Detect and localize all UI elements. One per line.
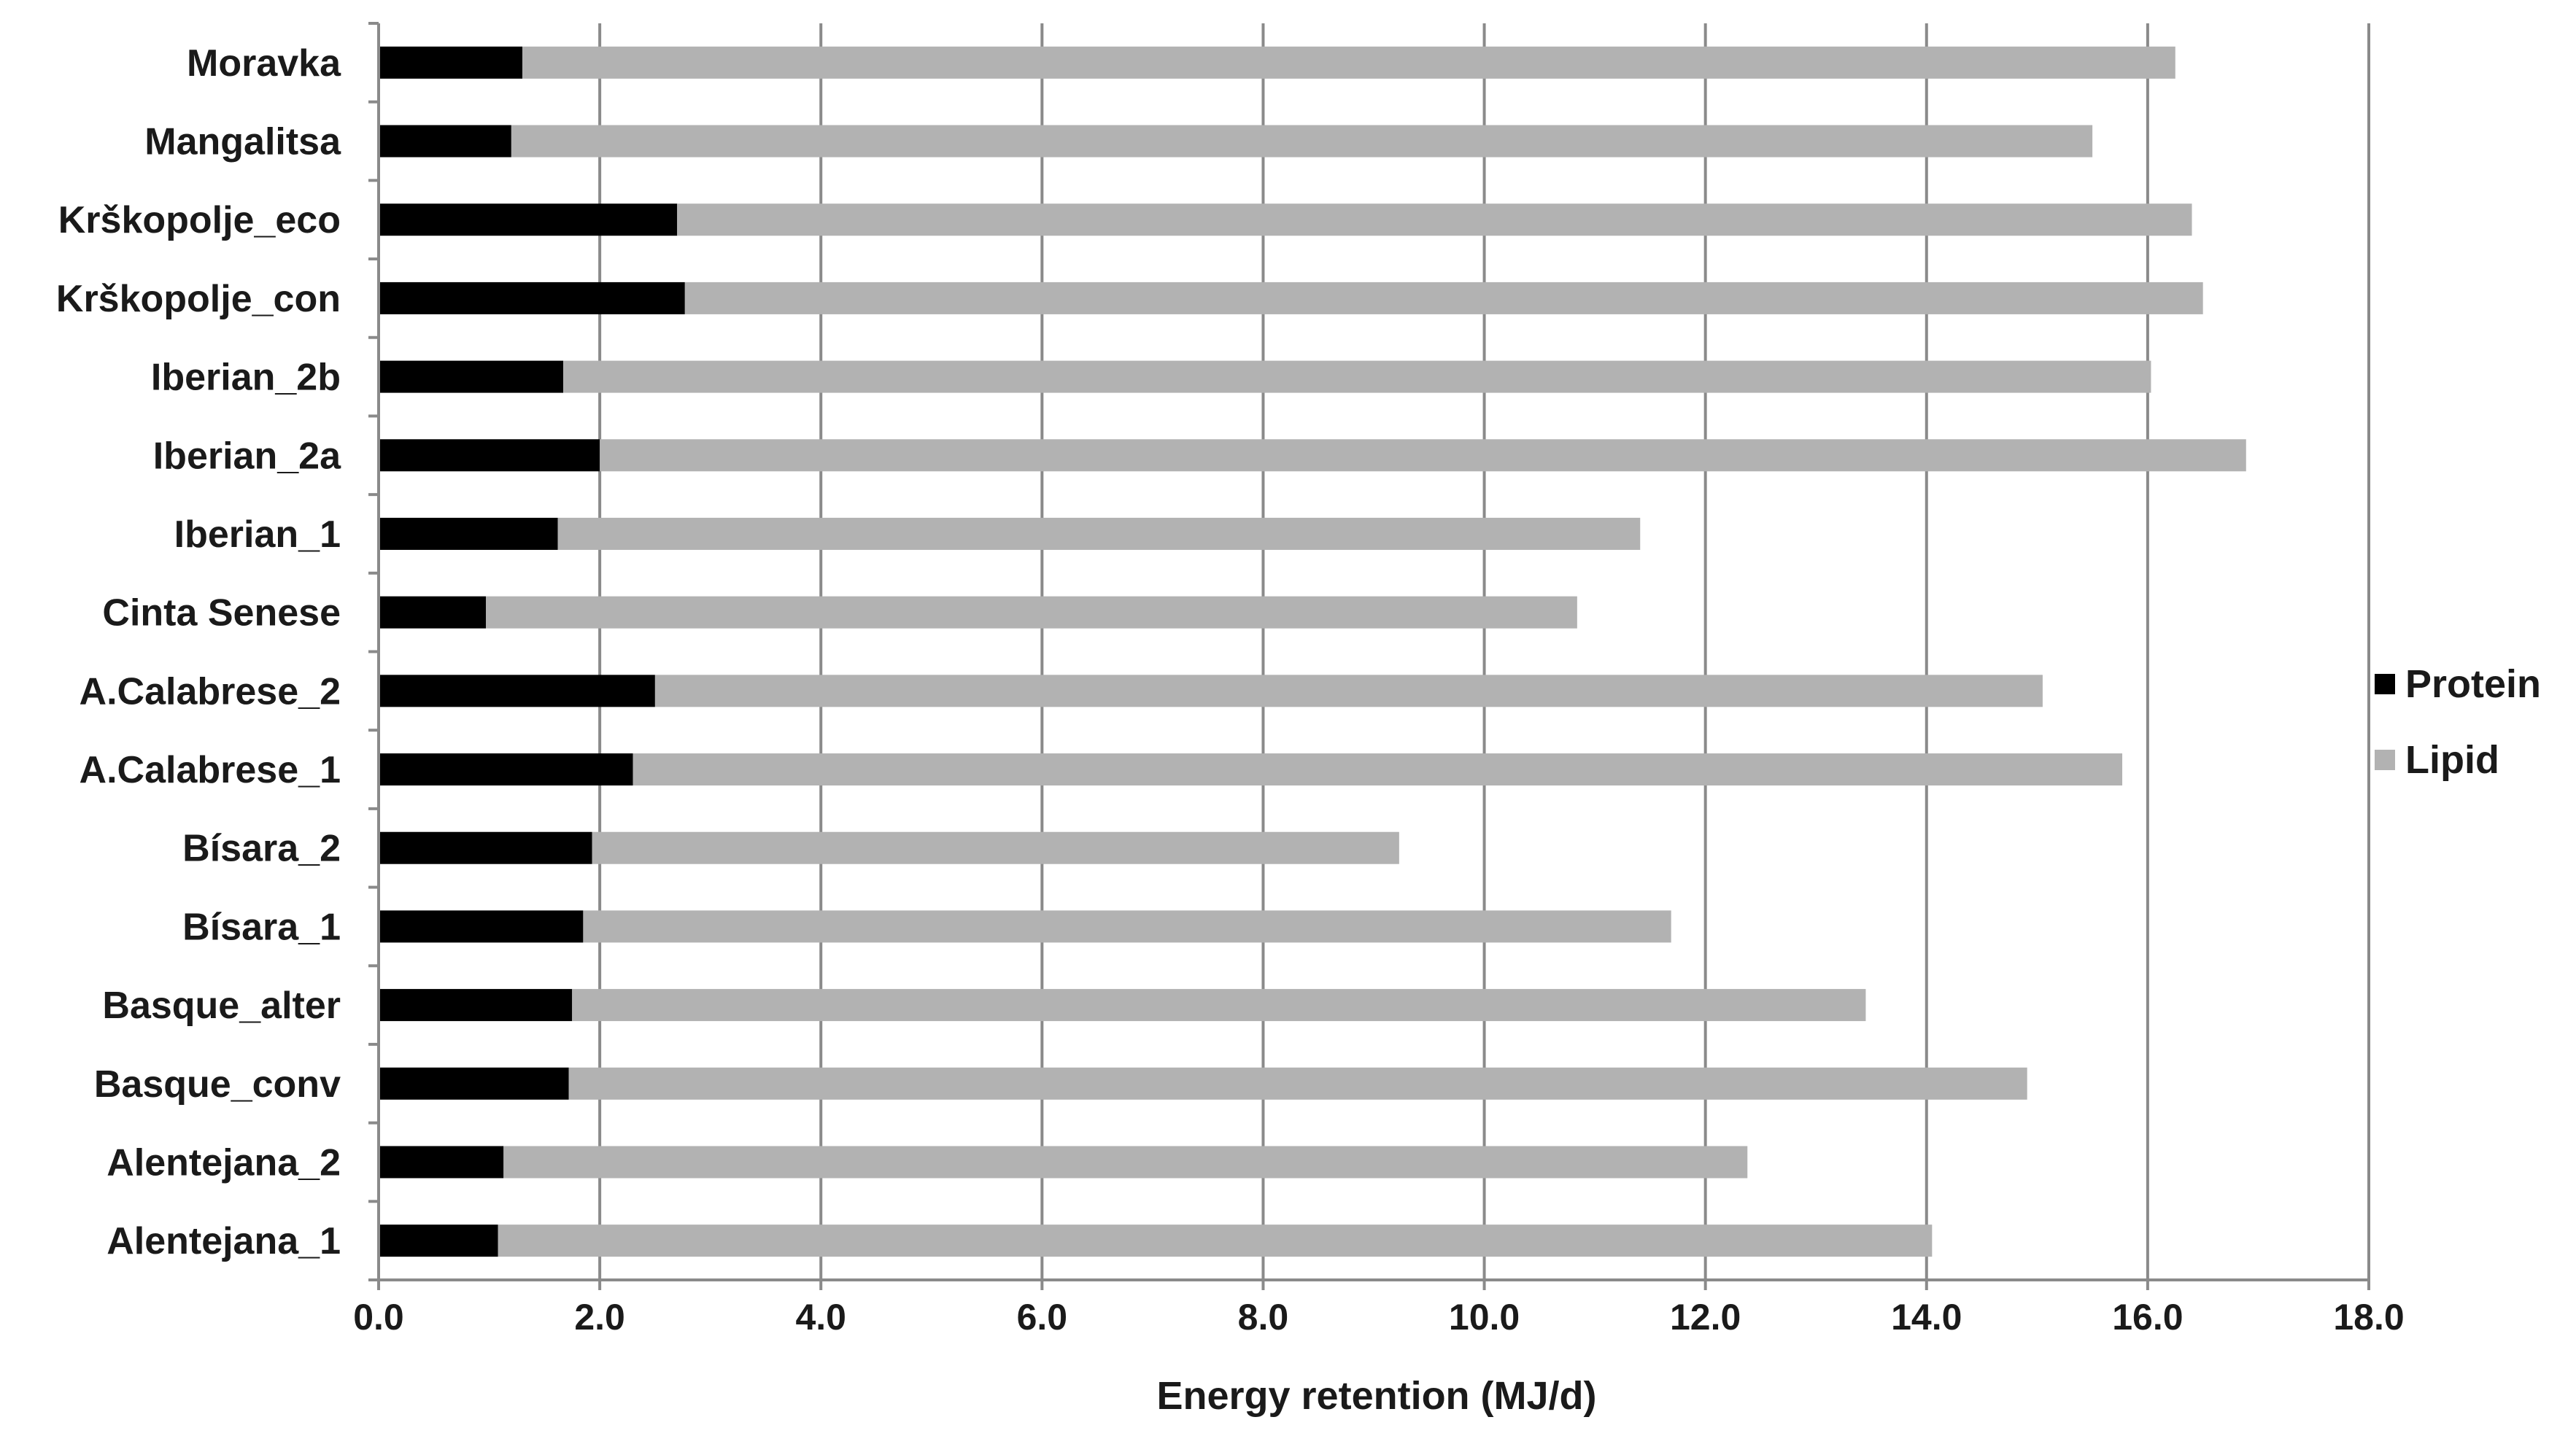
- bar-lipid: [563, 360, 2151, 393]
- category-label: Moravka: [187, 42, 341, 85]
- bar-protein: [379, 1067, 569, 1100]
- bar-lipid: [654, 675, 2043, 707]
- bar-lipid: [503, 1146, 1748, 1179]
- category-label: Basque_conv: [94, 1063, 341, 1106]
- legend-label-protein: Protein: [2405, 662, 2542, 706]
- x-tick-labels: 0.0 2.0 4.0 6.0 8.0 10.0 12.0 14.0 16.0 18.0: [353, 1297, 2404, 1338]
- legend-swatch-lipid: [2375, 750, 2395, 770]
- bar-lipid: [592, 831, 1399, 864]
- category-label: Mangalitsa: [144, 121, 341, 163]
- x-tick-label: 18.0: [2333, 1297, 2404, 1338]
- bar-protein: [379, 989, 573, 1022]
- bar-protein: [379, 1146, 504, 1179]
- category-label: A.Calabrese_2: [80, 670, 341, 713]
- bar-protein: [379, 596, 487, 629]
- x-tick-label: 16.0: [2112, 1297, 2183, 1338]
- category-label: Alentejana_1: [107, 1220, 341, 1262]
- x-tick-label: 10.0: [1449, 1297, 1520, 1338]
- legend: Protein Lipid: [2375, 661, 2541, 812]
- bar-protein: [379, 282, 685, 314]
- bar-protein: [379, 203, 678, 236]
- legend-label-lipid: Lipid: [2405, 738, 2499, 782]
- x-tick-label: 12.0: [1670, 1297, 1741, 1338]
- bar-lipid: [684, 282, 2203, 314]
- x-tick-label: 0.0: [353, 1297, 404, 1338]
- bar-lipid: [677, 203, 2192, 236]
- bar-lipid: [486, 596, 1577, 629]
- x-tick-label: 6.0: [1017, 1297, 1068, 1338]
- bar-protein: [379, 439, 600, 472]
- category-label: Iberian_2b: [151, 357, 341, 399]
- x-tick-label: 8.0: [1238, 1297, 1289, 1338]
- category-label: Iberian_1: [174, 513, 341, 556]
- bar-lipid: [568, 1067, 2027, 1100]
- bar-protein: [379, 517, 558, 550]
- bar-protein: [379, 675, 655, 707]
- bar-lipid: [522, 46, 2175, 79]
- category-label: Basque_alter: [102, 985, 341, 1027]
- bar-lipid: [511, 125, 2093, 158]
- x-tick-label: 14.0: [1891, 1297, 1962, 1338]
- bar-protein: [379, 46, 523, 79]
- x-axis-title: Energy retention (MJ/d): [1156, 1374, 1596, 1418]
- bar-lipid: [498, 1225, 1933, 1257]
- bars: [368, 22, 2246, 1257]
- bar-lipid: [633, 753, 2123, 786]
- category-label: Alentejana_2: [107, 1141, 341, 1184]
- bar-lipid: [557, 517, 1641, 550]
- legend-item-lipid: Lipid: [2375, 737, 2541, 783]
- bar-protein: [379, 1225, 498, 1257]
- legend-swatch-protein: [2375, 674, 2395, 694]
- x-tick-label: 2.0: [574, 1297, 625, 1338]
- category-labels: Moravka Mangalitsa Krškopolje_eco Krškopolj…: [56, 42, 341, 1262]
- category-label: Bísara_1: [182, 906, 341, 948]
- bar-lipid: [600, 439, 2246, 472]
- x-tick-label: 4.0: [795, 1297, 846, 1338]
- axes: [368, 23, 2369, 1281]
- bar-lipid: [583, 910, 1671, 943]
- legend-item-protein: Protein: [2375, 661, 2541, 707]
- category-label: Iberian_2a: [153, 435, 341, 477]
- bar-protein: [379, 125, 511, 158]
- category-label: Cinta Senese: [102, 592, 341, 634]
- category-label: Krškopolje_con: [56, 278, 341, 320]
- category-label: Bísara_2: [182, 828, 341, 870]
- bar-protein: [379, 831, 592, 864]
- bar-protein: [379, 360, 564, 393]
- category-label: A.Calabrese_1: [80, 749, 341, 791]
- bar-lipid: [572, 989, 1866, 1022]
- bar-protein: [379, 753, 633, 786]
- category-label: Krškopolje_eco: [58, 199, 341, 241]
- bar-protein: [379, 910, 584, 943]
